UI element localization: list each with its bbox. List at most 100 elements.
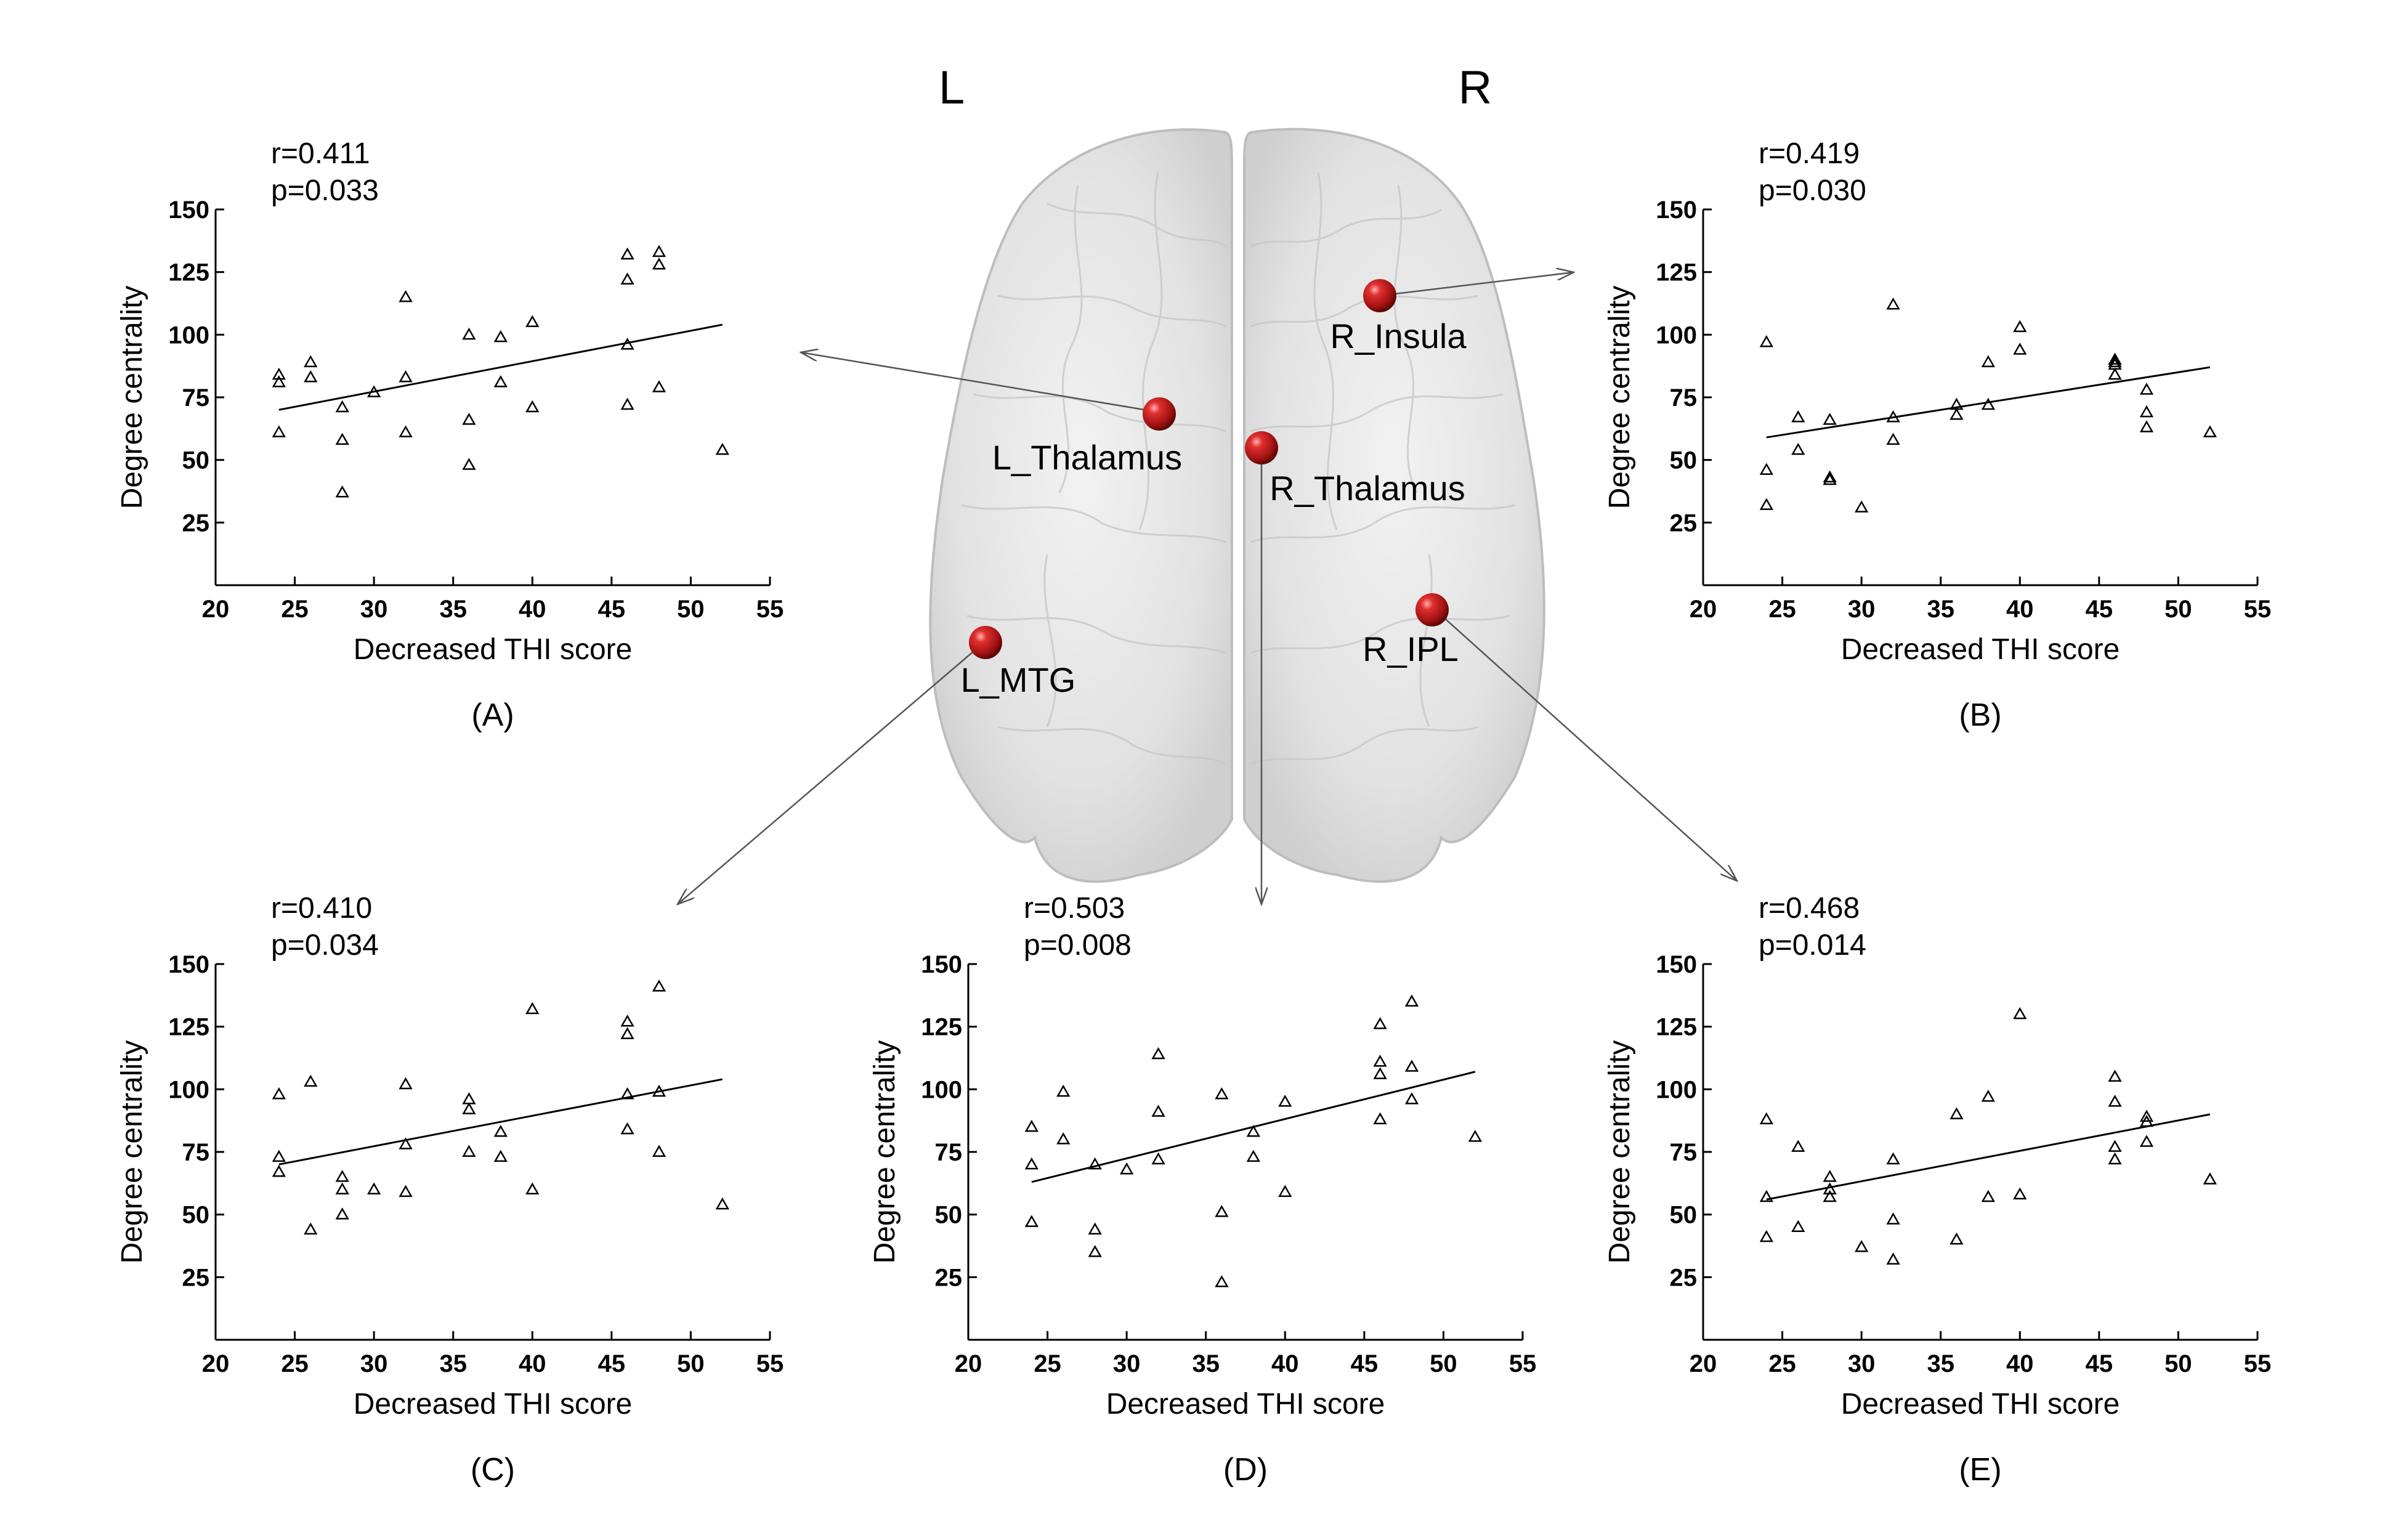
y-tick-label: 25 — [1670, 1264, 1698, 1291]
data-point — [1088, 1222, 1102, 1235]
data-point — [715, 442, 730, 455]
region-label-R_Insula: R_Insula — [1330, 317, 1467, 355]
region-L_Thalamus: L_Thalamus — [992, 397, 1182, 477]
x-tick-label: 20 — [202, 1350, 230, 1377]
x-axis-label: Decreased THI score — [1841, 633, 2120, 666]
x-tick-label: 25 — [1034, 1350, 1061, 1377]
stat-p: p=0.008 — [1024, 929, 1132, 962]
data-point — [1886, 1152, 1900, 1165]
data-point — [462, 413, 476, 425]
y-tick-label: 75 — [182, 1139, 210, 1166]
data-point — [620, 1087, 634, 1100]
data-point — [1024, 1119, 1039, 1132]
scatter-panel-c: 25 50 75 100 125 150 20 25 30 35 40 45 50 55 Decreased… — [116, 892, 783, 1488]
data-point — [1759, 1112, 1774, 1125]
x-tick-label: 45 — [2086, 1350, 2113, 1377]
data-point — [1759, 335, 1774, 347]
x-tick-label: 40 — [2006, 1350, 2034, 1377]
x-axis-label: Decreased THI score — [354, 633, 633, 666]
stat-r: r=0.419 — [1759, 137, 1860, 170]
data-point — [652, 979, 666, 992]
y-tick-label: 125 — [168, 259, 209, 286]
data-point — [652, 245, 666, 257]
data-point — [462, 327, 476, 340]
y-tick-label: 100 — [1656, 322, 1697, 349]
data-point — [1373, 1112, 1387, 1125]
data-point — [304, 370, 318, 383]
scatter-panel-b: 25 50 75 100 125 150 20 25 30 35 40 45 50 55 Decreased… — [1603, 137, 2271, 733]
data-point — [399, 370, 413, 383]
y-tick-label: 150 — [1656, 197, 1697, 224]
x-tick-label: 55 — [1509, 1350, 1537, 1377]
y-tick-label: 25 — [1670, 509, 1698, 537]
x-tick-label: 45 — [598, 596, 626, 623]
panel-caption: (D) — [1223, 1452, 1268, 1488]
data-point — [272, 1087, 286, 1100]
data-point — [1950, 407, 1964, 420]
data-point — [2108, 355, 2122, 368]
right-hemisphere — [1243, 128, 1545, 883]
data-point — [652, 1084, 666, 1097]
y-tick-label: 100 — [168, 322, 209, 349]
y-tick-label: 50 — [182, 1202, 210, 1229]
data-point — [1981, 397, 1996, 410]
data-point — [1823, 413, 1837, 425]
region-sphere — [1415, 593, 1449, 626]
y-tick-label: 150 — [1656, 951, 1697, 978]
y-tick-label: 75 — [935, 1139, 963, 1166]
data-point — [1823, 470, 1837, 483]
data-point — [304, 1074, 318, 1087]
region-label-L_Thalamus: L_Thalamus — [992, 438, 1182, 477]
data-point — [620, 1122, 634, 1135]
data-point — [525, 1182, 540, 1194]
data-point — [272, 425, 286, 437]
x-tick-label: 30 — [360, 1350, 388, 1377]
stat-r: r=0.468 — [1759, 892, 1860, 925]
x-tick-label: 45 — [1351, 1350, 1379, 1377]
data-point — [462, 1102, 476, 1114]
brain-illustration — [929, 128, 1545, 883]
data-point — [304, 1222, 318, 1235]
data-point — [1886, 1252, 1900, 1265]
x-tick-label: 25 — [281, 1350, 309, 1377]
x-tick-label: 45 — [598, 1350, 626, 1377]
region-sphere — [969, 626, 1002, 659]
data-point — [335, 1170, 349, 1182]
x-axis-label: Decreased THI score — [1106, 1388, 1385, 1420]
data-point — [1278, 1185, 1292, 1198]
data-point — [1404, 1060, 1419, 1072]
data-point — [620, 1027, 634, 1039]
region-sphere — [1363, 279, 1396, 312]
data-point — [335, 1207, 349, 1220]
data-point — [272, 1165, 286, 1177]
x-tick-label: 55 — [756, 1350, 784, 1377]
x-tick-label: 50 — [677, 596, 705, 623]
x-axis-label: Decreased THI score — [354, 1388, 633, 1420]
data-point — [462, 1092, 476, 1104]
data-point — [1823, 1182, 1837, 1194]
x-tick-label: 35 — [1927, 1350, 1954, 1377]
y-tick-label: 150 — [168, 951, 209, 978]
data-point — [1886, 410, 1900, 423]
data-point — [2013, 1007, 2027, 1019]
x-tick-label: 35 — [1192, 1350, 1220, 1377]
data-point — [1886, 298, 1900, 310]
scatter-panel-e: 25 50 75 100 125 150 20 25 30 35 40 45 50 55 Decreased… — [1603, 892, 2271, 1488]
data-point — [493, 1149, 508, 1162]
data-point — [399, 290, 413, 302]
data-point — [1791, 442, 1805, 455]
data-point — [366, 385, 381, 397]
regression-line — [278, 1078, 723, 1165]
data-point — [2108, 1152, 2122, 1165]
data-point — [399, 425, 413, 437]
data-point — [1950, 1232, 1964, 1245]
y-tick-label: 125 — [1656, 259, 1697, 286]
y-tick-label: 100 — [921, 1076, 962, 1103]
data-point — [272, 367, 286, 380]
data-point — [525, 400, 540, 413]
data-point — [462, 1145, 476, 1157]
data-point — [1981, 1090, 1996, 1102]
data-point — [1404, 994, 1419, 1007]
data-point — [2139, 1114, 2154, 1127]
x-tick-label: 25 — [281, 596, 309, 623]
